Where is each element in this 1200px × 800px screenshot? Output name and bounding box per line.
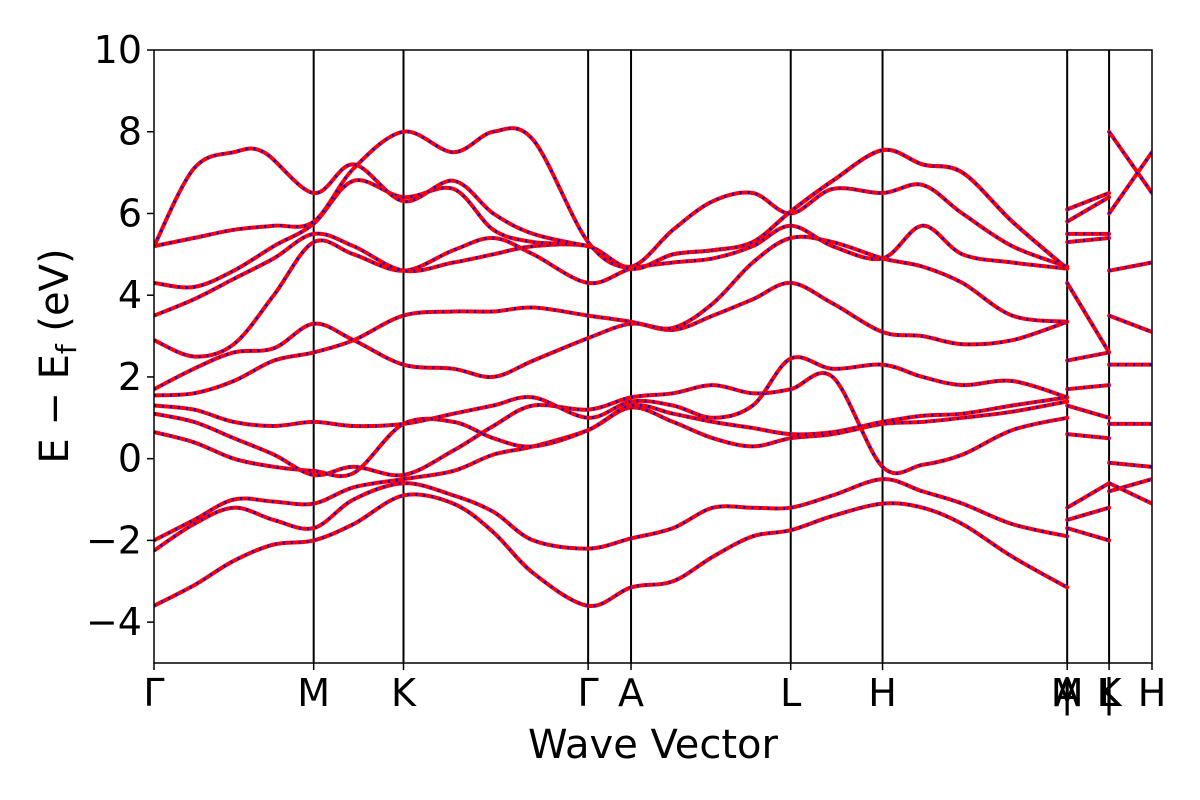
band-line-blue (154, 355, 1068, 428)
band-line-red (154, 477, 1070, 553)
band-line-red (1107, 460, 1152, 469)
y-tick-label: 0 (118, 437, 142, 481)
x-tick-label: | (1061, 671, 1074, 716)
band-line-blue (154, 371, 1068, 477)
band-line-red (1107, 150, 1152, 216)
band-line-red (1065, 383, 1112, 392)
y-tick-label: 10 (94, 28, 142, 72)
band-line-red (1065, 505, 1112, 522)
band-line-blue (1066, 195, 1110, 223)
band-line-blue (154, 281, 1068, 397)
band-line-red (1107, 129, 1152, 196)
band-lines (154, 126, 1152, 608)
y-tick-label: 6 (118, 191, 142, 235)
band-line-red (1065, 432, 1112, 441)
x-tick-label: H (1138, 671, 1167, 715)
y-axis-label-main: E − E (32, 354, 78, 464)
y-axis-ticks: −4 −2 0 2 4 6 8 10 (86, 28, 154, 644)
y-tick-label: 8 (118, 110, 142, 154)
y-tick-label: 4 (118, 273, 142, 317)
band-line-red (1065, 350, 1112, 363)
x-tick-label: L (1099, 671, 1120, 715)
y-axis-label-units: (eV) (32, 248, 78, 344)
band-line-red (1065, 235, 1112, 245)
y-axis-label: E − Ef (eV) (32, 248, 83, 463)
band-line-blue (1066, 481, 1110, 510)
band-line-red (154, 395, 1070, 479)
x-tick-label: K (391, 671, 417, 715)
x-axis-label: Wave Vector (528, 722, 779, 768)
y-tick-label: −2 (86, 518, 142, 562)
band-line-blue (1065, 282, 1111, 354)
x-tick-label: M (297, 671, 330, 715)
band-line-blue (154, 235, 1068, 391)
x-tick-label: L (780, 671, 801, 715)
x-axis-ticks: Γ M K Γ A L H AM| L|K H (143, 663, 1166, 716)
x-tick-label: Γ (143, 671, 164, 715)
band-line-red (1107, 313, 1152, 334)
y-tick-label: 2 (118, 355, 142, 399)
band-line-blue (154, 146, 589, 248)
band-line-red (1107, 481, 1152, 506)
band-line-red (154, 223, 1070, 359)
band-line-red (1107, 477, 1152, 494)
band-line-red (154, 126, 1070, 271)
band-line-red (154, 492, 1070, 608)
x-tick-label: A (1054, 671, 1080, 715)
y-axis-label-subscript: f (50, 343, 83, 354)
band-line-red (1065, 403, 1112, 420)
x-tick-label: K (1097, 671, 1123, 715)
x-tick-label: | (1103, 671, 1116, 716)
x-tick-label: M (1051, 671, 1084, 715)
y-tick-label: −4 (86, 600, 142, 644)
band-line-red (1107, 260, 1152, 273)
plot-frame (153, 49, 1153, 664)
x-tick-label: H (868, 671, 897, 715)
band-line-blue (154, 182, 1068, 318)
band-line-red (1065, 191, 1112, 212)
x-tick-label: A (618, 671, 644, 715)
x-tick-label: Γ (578, 671, 599, 715)
band-line-red (1065, 526, 1112, 543)
